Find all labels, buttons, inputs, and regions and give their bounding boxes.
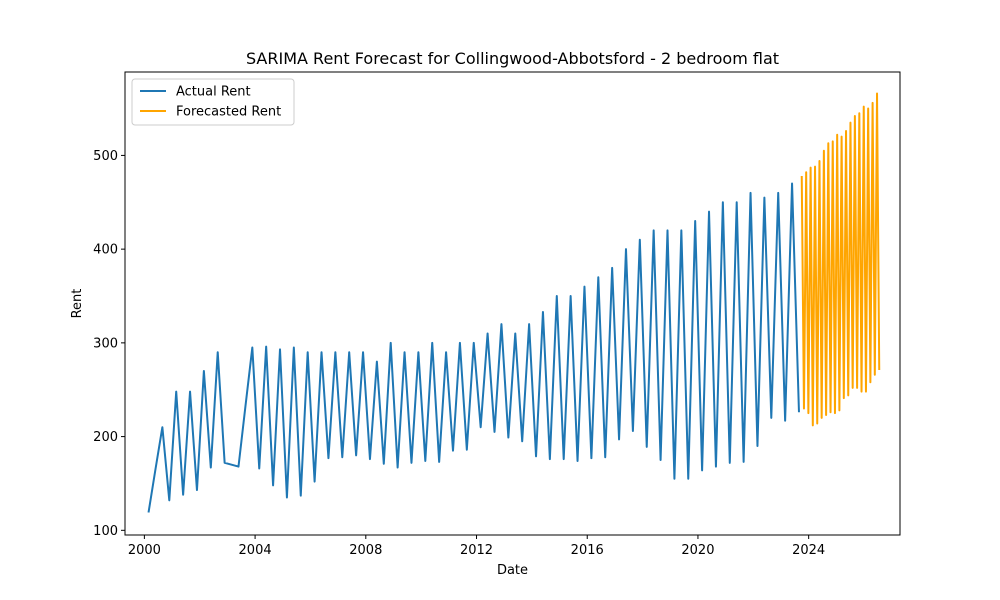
chart-title: SARIMA Rent Forecast for Collingwood-Abb… (246, 49, 779, 68)
x-tick-label: 2000 (128, 543, 161, 558)
series-layer (147, 92, 881, 513)
x-tick-label: 2012 (460, 543, 493, 558)
x-tick-label: 2024 (792, 543, 825, 558)
x-tick-label: 2020 (681, 543, 714, 558)
legend: Actual Rent Forecasted Rent (131, 78, 295, 126)
y-axis: 100 200 300 400 500 (93, 149, 125, 539)
x-tick-label: 2008 (349, 543, 382, 558)
y-tick-label: 200 (93, 430, 118, 445)
legend-label-forecasted-rent: Forecasted Rent (176, 105, 281, 120)
series-line-actual-rent (147, 182, 800, 513)
y-axis-label: Rent (70, 289, 85, 319)
x-axis-label: Date (497, 563, 528, 578)
y-tick-label: 400 (93, 243, 118, 258)
y-tick-label: 100 (93, 524, 118, 539)
plot-area (124, 71, 901, 536)
y-tick-label: 500 (93, 149, 118, 164)
x-tick-label: 2004 (239, 543, 272, 558)
x-tick-label: 2016 (571, 543, 604, 558)
series-line-forecasted-rent (800, 92, 881, 427)
x-axis: 2000 2004 2008 2012 2016 2020 2024 (128, 535, 825, 558)
legend-box (131, 78, 295, 126)
y-tick-label: 300 (93, 336, 118, 351)
legend-label-actual-rent: Actual Rent (176, 85, 251, 100)
